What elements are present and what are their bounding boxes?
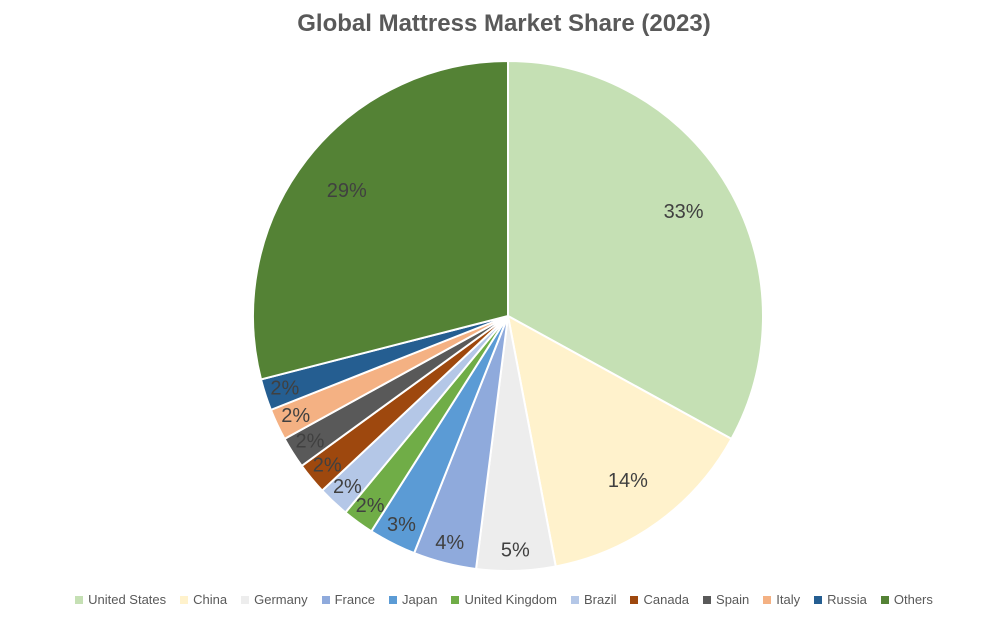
legend-item-france: France [321,592,376,607]
pie-slice-china [506,314,733,568]
legend: United States China Germany France Japan Unit… [0,592,1008,607]
legend-label-france: France [334,592,376,607]
data-label-italy: 2% [281,405,310,427]
legend-item-brazil: Brazil [570,592,617,607]
legend-label-japan: Japan [402,592,438,607]
data-label-russia: 2% [270,377,299,399]
legend-label-spain: Spain [716,592,750,607]
legend-swatch-others [880,595,889,604]
legend-label-brazil: Brazil [583,592,617,607]
legend-swatch-china [180,595,189,604]
legend-swatch-canada [630,595,639,604]
legend-label-united-kingdom: United Kingdom [464,592,557,607]
pie-slice-others [252,59,509,381]
legend-swatch-italy [763,595,772,604]
legend-item-russia: Russia [814,592,867,607]
legend-swatch-spain [703,595,712,604]
data-label-united-states: 33% [664,201,704,223]
legend-label-italy: Italy [776,592,801,607]
data-label-brazil: 2% [333,476,362,498]
data-label-others: 29% [327,180,367,202]
legend-item-united-kingdom: United Kingdom [451,592,557,607]
data-label-france: 4% [435,532,464,554]
legend-item-germany: Germany [241,592,308,607]
data-label-germany: 5% [501,539,530,561]
legend-swatch-brazil [570,595,579,604]
legend-label-united-states: United States [88,592,167,607]
legend-item-others: Others [880,592,933,607]
legend-swatch-russia [814,595,823,604]
legend-label-others: Others [893,592,933,607]
legend-item-canada: Canada [630,592,689,607]
legend-swatch-france [321,595,330,604]
chart-title: Global Mattress Market Share (2023) [297,10,711,37]
legend-swatch-united-kingdom [451,595,460,604]
legend-item-italy: Italy [763,592,800,607]
data-label-united-kingdom: 2% [356,495,385,517]
legend-label-canada: Canada [643,592,690,607]
legend-item-united-states: United States [75,592,166,607]
data-label-china: 14% [608,470,648,492]
data-label-spain: 2% [295,431,324,453]
data-label-japan: 3% [387,514,416,536]
legend-swatch-japan [389,595,398,604]
legend-swatch-united-states [75,595,84,604]
legend-item-china: China [180,592,227,607]
legend-item-japan: Japan [389,592,437,607]
legend-label-russia: Russia [827,592,867,607]
legend-label-germany: Germany [254,592,308,607]
pie-slice-united-states [507,59,764,441]
legend-label-china: China [193,592,228,607]
legend-item-spain: Spain [703,592,749,607]
legend-swatch-germany [241,595,250,604]
data-label-canada: 2% [313,455,342,477]
